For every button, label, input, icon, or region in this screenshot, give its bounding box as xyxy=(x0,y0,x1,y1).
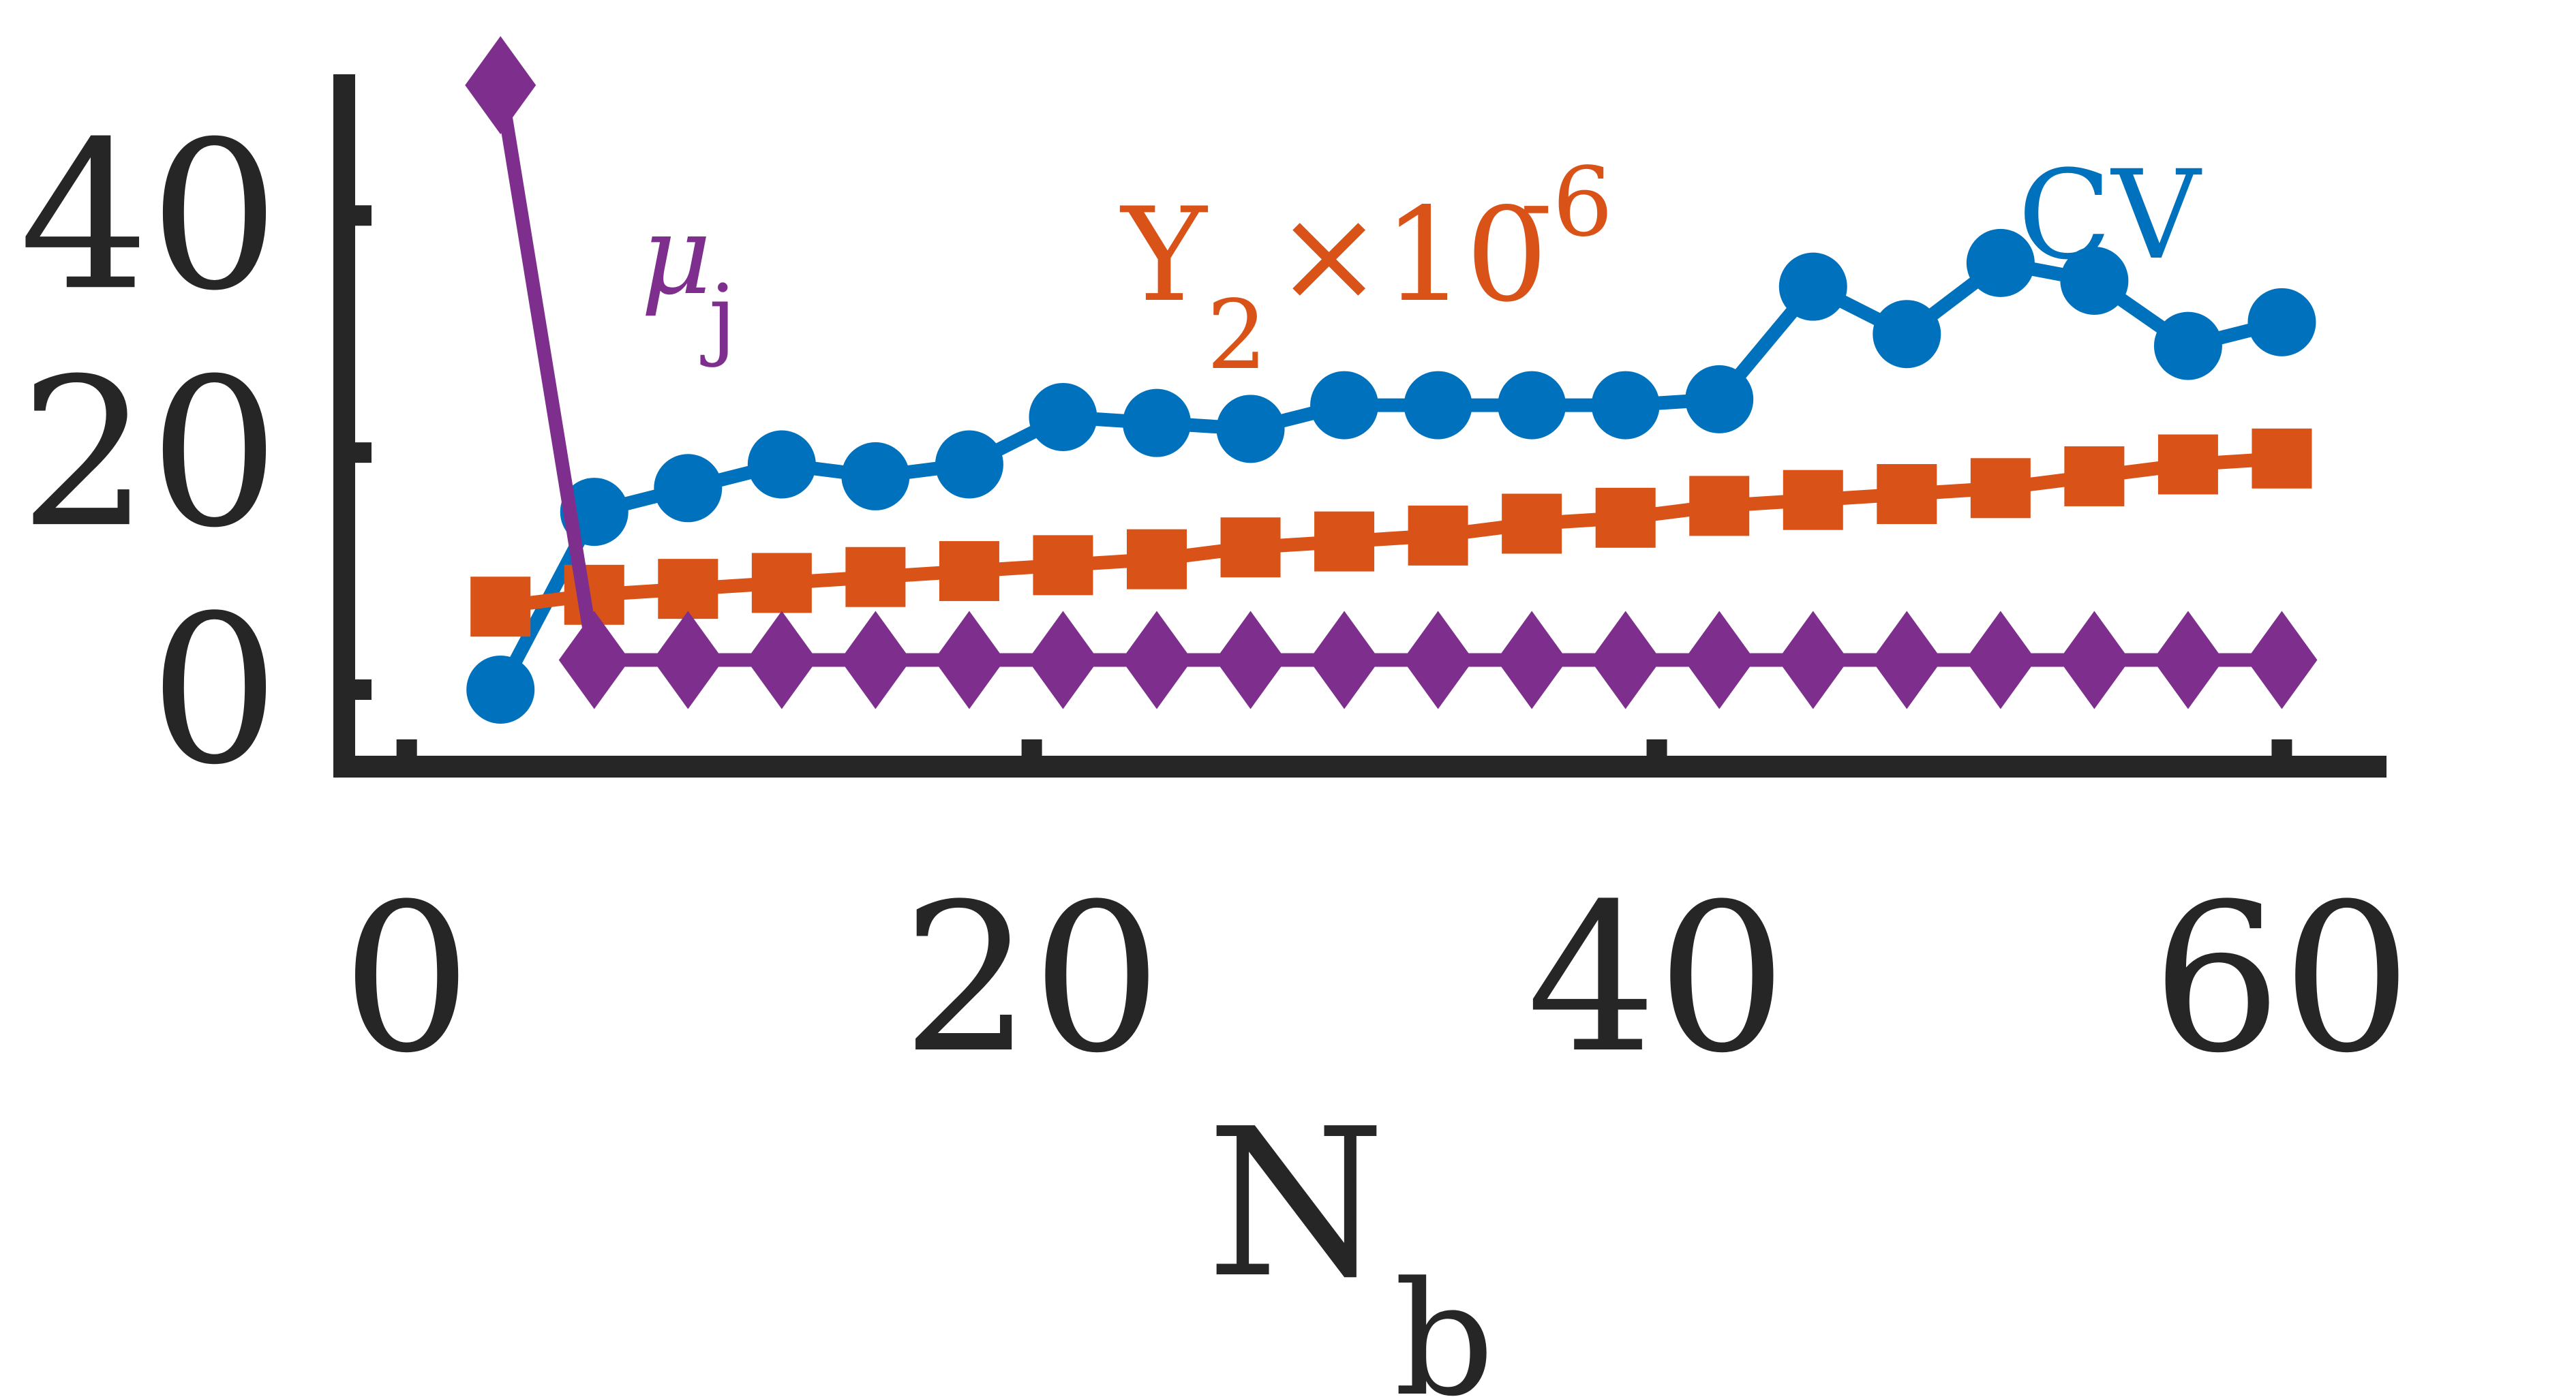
data-point xyxy=(652,611,724,709)
y2-label-base: Y xyxy=(1119,180,1209,331)
data-point xyxy=(2157,434,2218,495)
data-point xyxy=(939,541,999,602)
mu-label-base: μ xyxy=(641,191,712,319)
data-point xyxy=(466,655,535,724)
data-point xyxy=(1029,382,1097,451)
series-group xyxy=(465,36,2318,724)
data-point xyxy=(746,611,817,709)
data-point xyxy=(1216,395,1285,463)
y2-label-times: ×10 xyxy=(1275,180,1548,331)
data-point xyxy=(654,454,723,523)
series-label-y2: Y 2 ×10 -6 xyxy=(1119,147,1613,391)
y2-label-subscript: 2 xyxy=(1207,280,1267,391)
y-tick-label: 40 xyxy=(19,97,279,335)
data-point xyxy=(1310,371,1379,440)
data-point xyxy=(841,442,910,510)
data-point xyxy=(1871,611,1943,709)
data-point xyxy=(1685,365,1754,433)
data-point xyxy=(465,36,536,134)
data-point xyxy=(1502,493,1562,554)
y-tick-label: 0 xyxy=(149,572,279,810)
data-point xyxy=(1873,300,1941,369)
data-point xyxy=(1590,611,1661,709)
data-point xyxy=(1970,458,2031,519)
data-point xyxy=(1496,611,1568,709)
data-point xyxy=(1127,529,1187,589)
data-point xyxy=(1777,611,1849,709)
series-circle xyxy=(466,228,2316,724)
series-square xyxy=(470,428,2312,637)
data-point xyxy=(2246,611,2318,709)
data-point xyxy=(1220,517,1281,578)
data-point xyxy=(1877,464,1937,524)
data-point xyxy=(470,577,531,637)
data-point xyxy=(1689,476,1750,536)
data-point xyxy=(1783,470,1843,530)
data-point xyxy=(1965,611,2036,709)
x-tick-label: 60 xyxy=(2152,860,2412,1098)
data-point xyxy=(2153,311,2222,380)
data-point xyxy=(1966,228,2035,297)
data-point xyxy=(2252,428,2312,489)
data-point xyxy=(1215,611,1286,709)
x-tick-label: 0 xyxy=(342,860,472,1098)
x-axis-label-subscript: b xyxy=(1394,1249,1494,1397)
data-point xyxy=(2247,288,2316,356)
data-point xyxy=(1123,388,1191,457)
data-point xyxy=(933,611,1005,709)
data-point xyxy=(1027,611,1099,709)
cv-label: CV xyxy=(2018,144,2202,287)
data-point xyxy=(2060,246,2129,315)
y-tick-label: 20 xyxy=(19,335,279,572)
data-point xyxy=(1402,611,1474,709)
data-point xyxy=(1404,371,1472,440)
data-point xyxy=(1408,505,1468,566)
data-point xyxy=(658,559,718,619)
series-label-cv: CV xyxy=(2018,144,2202,287)
x-tick-label: 20 xyxy=(902,860,1162,1098)
data-point xyxy=(840,611,911,709)
data-point xyxy=(1778,252,1847,321)
data-point xyxy=(1595,487,1656,548)
data-point xyxy=(751,553,812,613)
data-point xyxy=(558,611,630,709)
data-point xyxy=(1498,371,1566,440)
data-point xyxy=(2059,611,2130,709)
data-point xyxy=(1591,371,1660,440)
data-point xyxy=(845,547,906,607)
data-point xyxy=(1033,535,1093,596)
data-point xyxy=(1314,511,1375,572)
data-point xyxy=(2152,611,2224,709)
data-point xyxy=(935,430,1003,499)
data-point xyxy=(1121,611,1192,709)
data-point xyxy=(2064,446,2125,506)
data-point xyxy=(1684,611,1755,709)
x-axis-title: N b xyxy=(1207,1085,1494,1397)
data-point xyxy=(1309,611,1380,709)
series-label-mu: μ j xyxy=(641,191,736,369)
x-axis-label: N xyxy=(1207,1085,1386,1323)
y2-label-exponent: -6 xyxy=(1520,147,1613,258)
x-tick-label: 40 xyxy=(1527,860,1787,1098)
series-diamond xyxy=(465,36,2318,709)
data-point xyxy=(747,430,816,499)
